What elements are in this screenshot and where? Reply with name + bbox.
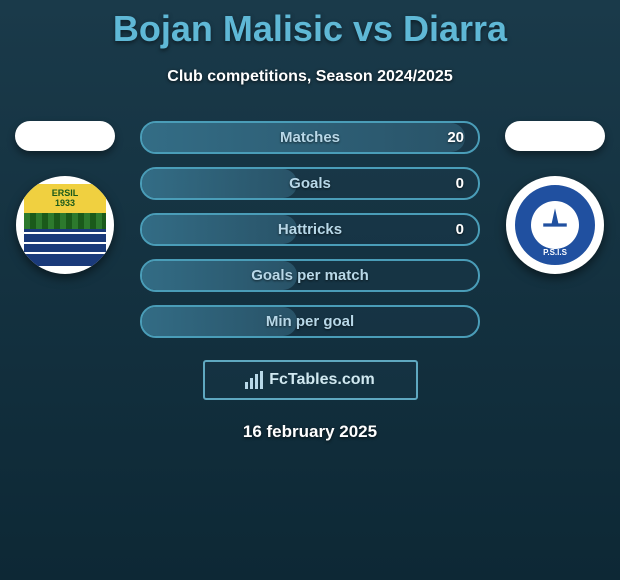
comparison-row: ERSIL 1933 Matches20Goals0Hattricks0Goal… xyxy=(0,121,620,338)
stat-bar: Min per goal xyxy=(140,305,480,338)
stat-fill xyxy=(142,215,297,244)
stat-value-right: 20 xyxy=(447,129,464,146)
stat-label: Matches xyxy=(280,129,340,146)
team-badge-left: ERSIL 1933 xyxy=(16,176,114,274)
stats-column: Matches 20 Goals 0 Hattricks 0 Goals per match… xyxy=(140,121,480,338)
stat-fill xyxy=(142,169,297,198)
brand-watermark: FcTables.com xyxy=(203,360,418,400)
stat-label: Goals xyxy=(289,175,331,192)
stat-label: Goals per match xyxy=(251,267,369,284)
stat-label: Min per goal xyxy=(266,313,354,330)
stat-bar: Hattricks 0 xyxy=(140,213,480,246)
player-left-column: ERSIL 1933 xyxy=(5,121,125,274)
badge-left-text: ERSIL 1933 xyxy=(24,184,106,213)
subtitle: Club competitions, Season 2024/2025 xyxy=(0,68,620,86)
player-left-silhouette xyxy=(15,121,115,151)
stat-bar: Goals 0 xyxy=(140,167,480,200)
chart-icon xyxy=(245,371,263,389)
stat-bar: Goals per match xyxy=(140,259,480,292)
stat-label: Hattricks xyxy=(278,221,342,238)
team-badge-right: P.S.I.S xyxy=(506,176,604,274)
player-right-silhouette xyxy=(505,121,605,151)
badge-right-text: P.S.I.S xyxy=(543,248,567,257)
player-right-column: P.S.I.S xyxy=(495,121,615,274)
brand-text: FcTables.com xyxy=(269,371,375,389)
date-label: 16 february 2025 xyxy=(0,422,620,442)
page-title: Bojan Malisic vs Diarra xyxy=(0,0,620,50)
stat-value-right: 0 xyxy=(456,175,464,192)
stat-bar: Matches 20 xyxy=(140,121,480,154)
stat-value-right: 0 xyxy=(456,221,464,238)
